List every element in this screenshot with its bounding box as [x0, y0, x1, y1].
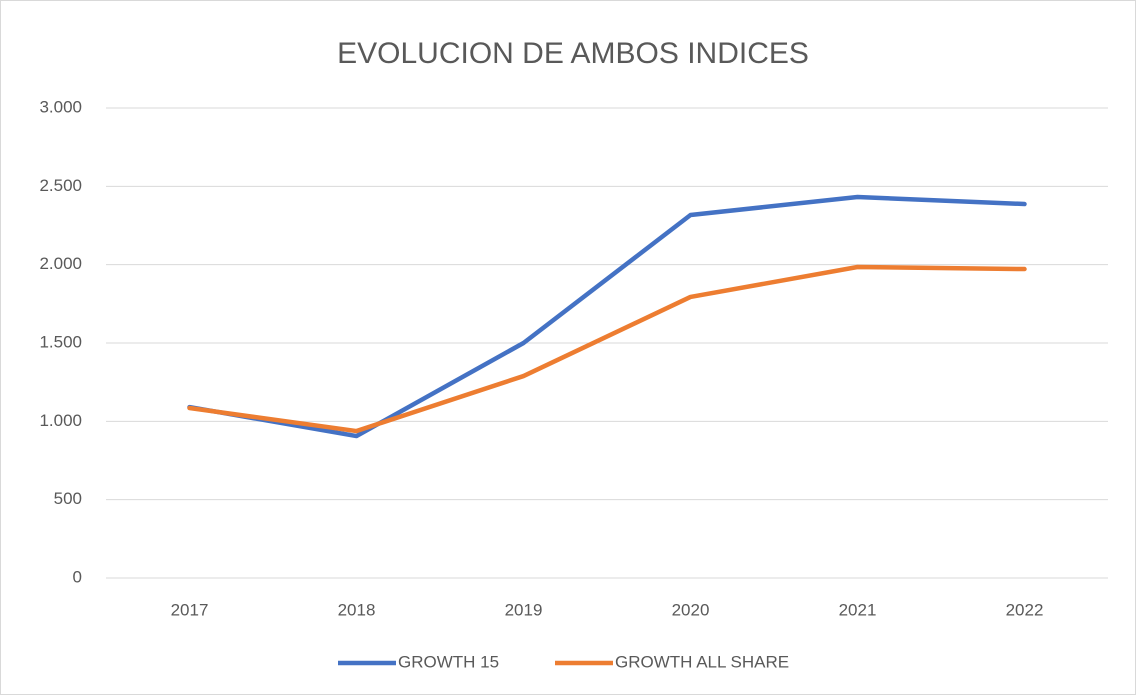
y-tick-label: 0 [73, 567, 82, 586]
x-tick-label: 2021 [839, 600, 877, 619]
x-tick-label: 2022 [1006, 600, 1044, 619]
y-tick-label: 1.500 [39, 332, 82, 351]
series-line [187, 194, 1027, 439]
x-tick-label: 2020 [672, 600, 710, 619]
chart-title: EVOLUCION DE AMBOS INDICES [337, 37, 809, 70]
y-tick-label: 2.500 [39, 176, 82, 195]
y-tick-label: 2.000 [39, 254, 82, 273]
x-tick-label: 2019 [505, 600, 543, 619]
series-line [187, 264, 1027, 434]
y-tick-label: 500 [54, 489, 82, 508]
x-tick-label: 2018 [338, 600, 376, 619]
legend-label: GROWTH 15 [398, 652, 499, 671]
y-tick-label: 1.000 [39, 411, 82, 430]
legend-label: GROWTH ALL SHARE [615, 652, 789, 671]
y-tick-label: 3.000 [39, 97, 82, 116]
x-tick-label: 2017 [171, 600, 209, 619]
